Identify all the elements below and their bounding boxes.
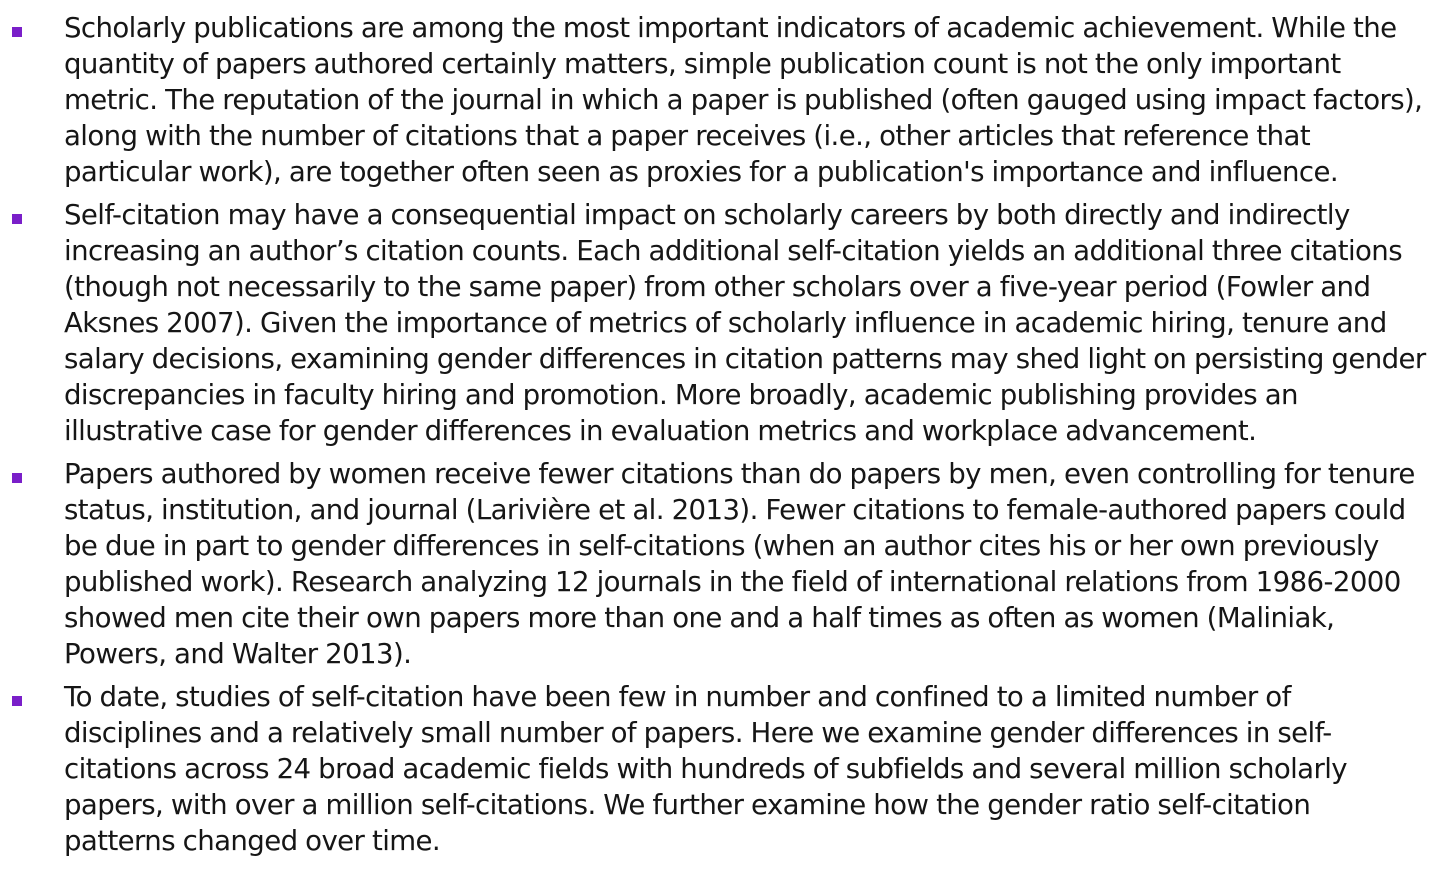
bullet-item: Self-citation may have a consequential i…	[0, 197, 1442, 449]
bullet-item: To date, studies of self-citation have b…	[0, 679, 1442, 859]
square-bullet-icon	[12, 214, 22, 224]
bullet-text: Papers authored by women receive fewer c…	[64, 457, 1415, 670]
bullet-text: Scholarly publications are among the mos…	[64, 11, 1423, 188]
bullet-item: Scholarly publications are among the mos…	[0, 10, 1442, 190]
square-bullet-icon	[12, 473, 22, 483]
square-bullet-icon	[12, 696, 22, 706]
bullet-text: Self-citation may have a consequential i…	[64, 198, 1426, 447]
bullet-item: Papers authored by women receive fewer c…	[0, 456, 1442, 672]
square-bullet-icon	[12, 27, 22, 37]
bullet-list: Scholarly publications are among the mos…	[0, 10, 1442, 866]
bullet-text: To date, studies of self-citation have b…	[64, 680, 1348, 857]
